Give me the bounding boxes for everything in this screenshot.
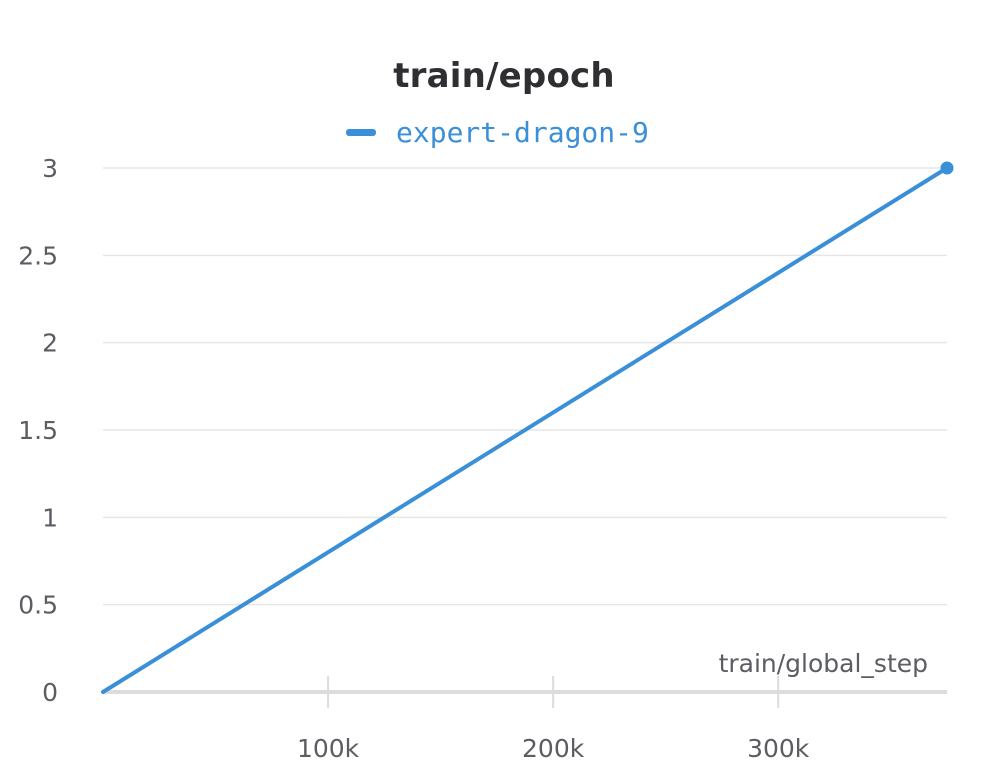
series-line-expert-dragon-9[interactable] xyxy=(101,166,949,694)
legend[interactable]: expert-dragon-9 xyxy=(346,116,649,149)
x-tick-label: 100k xyxy=(297,734,360,763)
chart-title: train/epoch xyxy=(393,56,615,96)
y-tick-label: 2 xyxy=(42,329,58,358)
y-tick-label: 0 xyxy=(42,678,58,707)
grid-lines xyxy=(103,167,947,606)
y-tick-label: 1.5 xyxy=(18,416,58,445)
y-tick-label: 0.5 xyxy=(18,591,58,620)
legend-label-expert-dragon-9: expert-dragon-9 xyxy=(396,116,649,149)
legend-swatch xyxy=(346,129,376,136)
y-tick-label: 3 xyxy=(42,154,58,183)
x-tick-label: 200k xyxy=(522,734,585,763)
x-axis-title: train/global_step xyxy=(719,649,928,678)
x-tick-label: 300k xyxy=(747,734,810,763)
series-layer xyxy=(101,161,954,694)
y-tick-label: 1 xyxy=(42,503,58,532)
axes: 0 0.5 1 1.5 2 2.5 3 100k 200k 300k xyxy=(18,154,947,763)
series-endpoint[interactable] xyxy=(940,161,954,175)
y-tick-label: 2.5 xyxy=(18,241,58,270)
